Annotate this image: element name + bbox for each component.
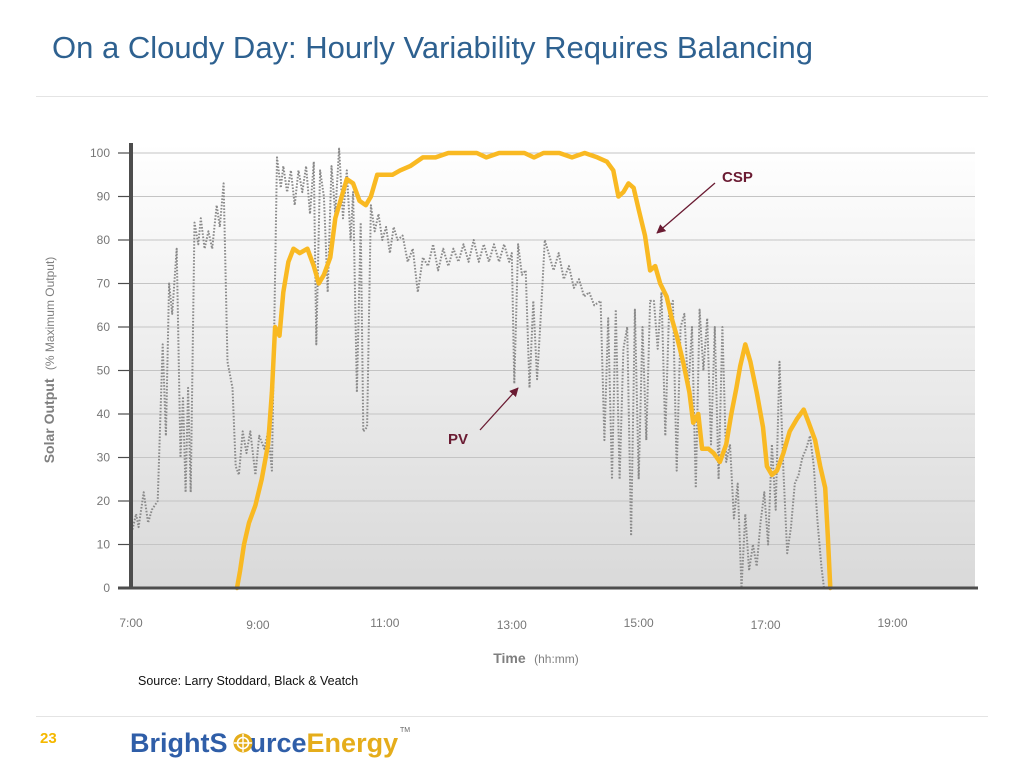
y-tick-labels: 0 10 20 30 40 50 60 70 80 90 100 (90, 146, 110, 595)
y-tick-label-80: 80 (97, 233, 111, 247)
top-divider (36, 96, 988, 97)
pv-annotation-label: PV (448, 431, 468, 448)
y-axis-label: Solar Output (% Maximum Output) (41, 257, 58, 464)
y-tick-label-10: 10 (97, 538, 111, 552)
x-axis-label: Time (hh:mm) (493, 650, 579, 667)
source-note: Source: Larry Stoddard, Black & Veatch (138, 674, 359, 688)
csp-annotation-label: CSP (722, 169, 753, 186)
solar-output-chart: 0 10 20 30 40 50 60 70 80 90 100 7:00 9:00 11:00 13:0… (41, 143, 978, 667)
series-line-csp (234, 150, 833, 591)
series-lines (130, 147, 833, 591)
x-tick-label-1100: 11:00 (370, 616, 399, 630)
logo-text-urce: urce (250, 728, 307, 758)
x-tick-label-1300: 13:00 (497, 618, 527, 632)
series-line-pv (130, 147, 825, 589)
y-tick-label-0: 0 (103, 581, 110, 595)
pv-annotation-arrow (479, 387, 519, 431)
slide-title: On a Cloudy Day: Hourly Variability Requ… (52, 30, 813, 65)
y-tick-label-60: 60 (97, 320, 111, 334)
y-tick-label-20: 20 (97, 494, 111, 508)
brightsource-logo: BrightS urceEnergy TM (130, 727, 410, 758)
x-tick-label-1700: 17:00 (751, 618, 781, 632)
y-tick-label-90: 90 (97, 190, 111, 204)
x-tick-labels: 7:00 9:00 11:00 13:00 15:00 17:00 19:00 (119, 616, 908, 632)
y-tick-label-40: 40 (97, 407, 111, 421)
x-tick-label-900: 9:00 (246, 618, 270, 632)
y-tick-label-30: 30 (97, 451, 111, 465)
csp-annotation-arrow (656, 182, 716, 234)
logo-text-energy: Energy (307, 728, 399, 758)
x-tick-label-1500: 15:00 (624, 616, 654, 630)
y-tick-label-50: 50 (97, 364, 111, 378)
bottom-divider (36, 716, 988, 717)
plot-background (131, 143, 975, 588)
x-tick-label-1900: 19:00 (877, 616, 907, 630)
x-tick-label-700: 7:00 (119, 616, 143, 630)
logo-text-bright: BrightS (130, 728, 228, 758)
page-number: 23 (40, 730, 57, 747)
logo-trademark: TM (400, 727, 410, 734)
y-tick-label-70: 70 (97, 277, 111, 291)
sun-icon (233, 733, 253, 753)
y-tick-label-100: 100 (90, 146, 110, 160)
